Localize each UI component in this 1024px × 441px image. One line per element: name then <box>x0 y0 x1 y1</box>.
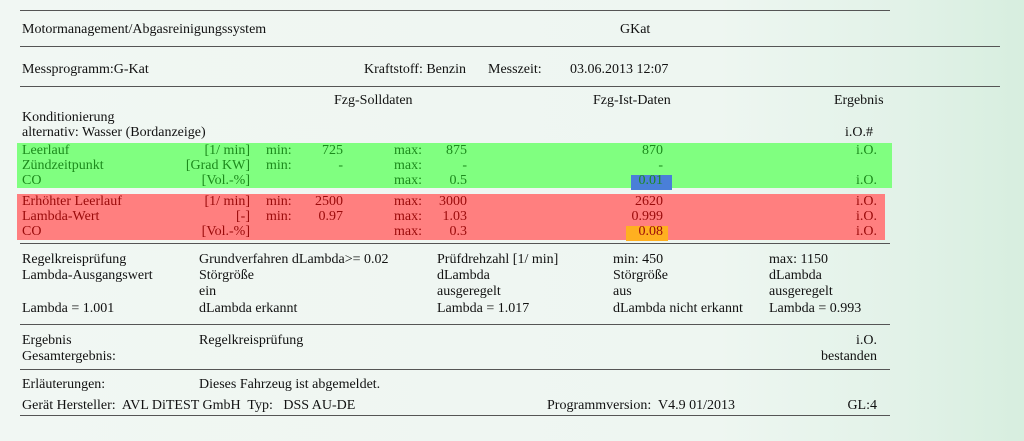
row-unit: [Grad KW] <box>185 158 250 173</box>
row-unit: [1/ min] <box>204 143 251 158</box>
regel-cell: dLambda <box>769 268 822 283</box>
result-test: Regelkreisprüfung <box>199 333 304 348</box>
row-max: - <box>462 158 467 173</box>
row-min-label: min: <box>266 158 292 173</box>
row-name: Leerlauf <box>22 143 70 158</box>
regel-cell: Grundverfahren dLambda>= 0.02 <box>199 252 389 267</box>
row-min-label: min: <box>266 194 292 209</box>
regel-cell: Lambda = 0.993 <box>769 301 862 316</box>
row-max: 0.3 <box>449 224 468 239</box>
notes-label: Erläuterungen: <box>22 377 106 392</box>
regel-cell: dLambda <box>437 268 490 283</box>
row-min: 725 <box>322 143 343 158</box>
row-max-label: max: <box>394 224 422 239</box>
row-max: 3000 <box>439 194 467 209</box>
device-maker: Gerät Hersteller: AVL DiTEST GmbH Typ: D… <box>22 398 356 413</box>
time-label: Messzeit: <box>488 62 542 77</box>
col-soll: Fzg-Solldaten <box>334 93 413 108</box>
row-name: Erhöhter Leerlauf <box>22 194 122 209</box>
regel-cell: ausgeregelt <box>769 284 833 299</box>
divider <box>20 324 890 325</box>
program-label: Messprogramm:G-Kat <box>22 62 149 77</box>
green-highlight <box>17 143 892 188</box>
program-version: Programmversion: V4.9 01/2013 <box>547 398 735 413</box>
regel-cell: Lambda-Ausgangswert <box>22 268 153 283</box>
row-name: CO <box>22 173 42 188</box>
section-code: GKat <box>620 22 651 37</box>
row-ist: 0.999 <box>631 209 664 224</box>
divider <box>20 86 1000 87</box>
row-ist: 870 <box>642 143 663 158</box>
row-name: CO <box>22 224 42 239</box>
col-ist: Fzg-Ist-Daten <box>593 93 671 108</box>
conditioning-alt: alternativ: Wasser (Bordanzeige) <box>22 125 206 140</box>
row-max-label: max: <box>394 194 422 209</box>
regel-cell: Störgröße <box>199 268 254 283</box>
row-name: Lambda-Wert <box>22 209 100 224</box>
regel-cell: Prüfdrehzahl [1/ min] <box>437 252 559 267</box>
result-value: i.O. <box>856 333 877 348</box>
col-result: Ergebnis <box>834 93 884 108</box>
row-min: - <box>338 158 343 173</box>
divider <box>20 243 890 244</box>
row-min-label: min: <box>266 209 292 224</box>
measure-time: 03.06.2013 12:07 <box>570 62 669 77</box>
row-max-label: max: <box>394 173 422 188</box>
row-name: Zündzeitpunkt <box>22 158 104 173</box>
row-max-label: max: <box>394 143 422 158</box>
row-unit: [Vol.-%] <box>201 224 250 239</box>
row-max-label: max: <box>394 158 422 173</box>
row-ist: 0.08 <box>638 224 664 239</box>
row-max: 0.5 <box>449 173 468 188</box>
fuel: Kraftstoff: Benzin <box>364 62 466 77</box>
divider <box>20 369 890 370</box>
row-unit: [Vol.-%] <box>201 173 250 188</box>
row-result: i.O. <box>856 194 877 209</box>
section-title: Motormanagement/Abgasreinigungssystem <box>22 22 267 37</box>
regel-cell: ein <box>199 284 217 299</box>
overall-value: bestanden <box>821 349 877 364</box>
row-min: 0.97 <box>318 209 344 224</box>
regel-cell: Störgröße <box>613 268 668 283</box>
divider <box>20 415 890 416</box>
conditioning-label: Konditionierung <box>22 110 115 125</box>
row-max-label: max: <box>394 209 422 224</box>
row-max: 1.03 <box>442 209 468 224</box>
notes-text: Dieses Fahrzeug ist abgemeldet. <box>199 377 381 392</box>
result-label: Ergebnis <box>22 333 72 348</box>
regel-cell: dLambda nicht erkannt <box>613 301 743 316</box>
row-ist: - <box>658 158 663 173</box>
conditioning-result: i.O.# <box>845 125 873 140</box>
orange-mark <box>626 226 668 241</box>
regel-cell: ausgeregelt <box>437 284 501 299</box>
red-highlight <box>17 194 885 240</box>
regel-cell: dLambda erkannt <box>199 301 298 316</box>
row-unit: [1/ min] <box>204 194 251 209</box>
row-result: i.O. <box>856 224 877 239</box>
regel-cell: aus <box>613 284 632 299</box>
row-result: i.O. <box>856 209 877 224</box>
row-max: 875 <box>446 143 467 158</box>
row-min: 2500 <box>315 194 343 209</box>
gl: GL:4 <box>847 398 877 413</box>
blue-mark <box>631 175 672 190</box>
row-ist: 2620 <box>635 194 663 209</box>
regel-cell: Regelkreisprüfung <box>22 252 127 267</box>
row-unit: [-] <box>236 209 250 224</box>
overall-label: Gesamtergebnis: <box>22 349 116 364</box>
row-ist: 0.01 <box>638 173 664 188</box>
regel-cell: Lambda = 1.017 <box>437 301 530 316</box>
row-result: i.O. <box>856 143 877 158</box>
regel-cell: min: 450 <box>613 252 664 267</box>
regel-cell: max: 1150 <box>769 252 828 267</box>
divider <box>20 10 890 11</box>
divider <box>20 46 1000 47</box>
regel-cell: Lambda = 1.001 <box>22 301 115 316</box>
row-result: i.O. <box>856 173 877 188</box>
row-min-label: min: <box>266 143 292 158</box>
